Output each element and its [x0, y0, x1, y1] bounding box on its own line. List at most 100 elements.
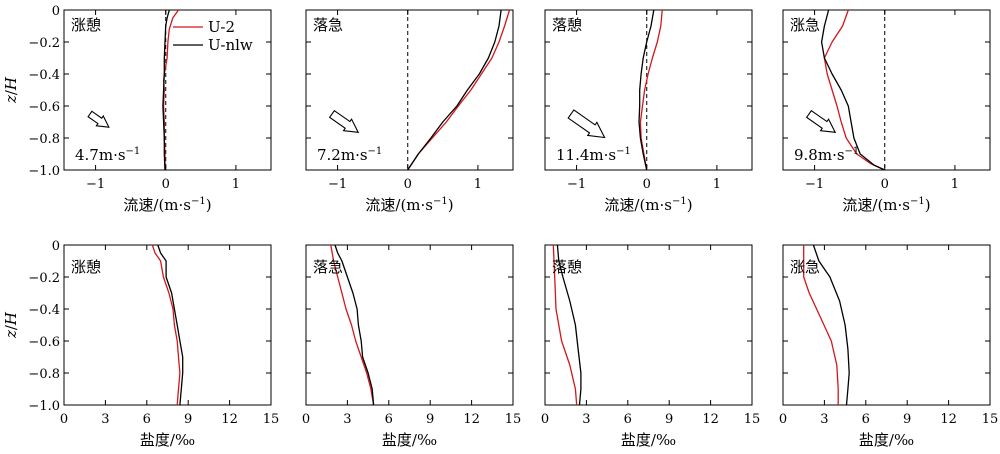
wind-arrow-shape [328, 109, 360, 134]
y-tick-label: −1.0 [28, 399, 60, 414]
x-tick-label: 0 [162, 177, 170, 192]
wind-arrow-shape [87, 110, 110, 128]
x-tick-label: −1 [328, 177, 347, 192]
y-tick-label: −0.6 [28, 335, 60, 350]
panel-label: 涨憩 [71, 258, 101, 276]
x-tick-label: 9 [426, 412, 434, 427]
wind-speed-label: 4.7m·s−1 [75, 146, 140, 164]
wind-arrow-icon [87, 110, 110, 128]
x-tick-label: −1 [86, 177, 105, 192]
x-axis-label: 盐度/‰ [621, 431, 676, 449]
wind-arrow-icon [805, 109, 837, 134]
x-tick-label: 9 [903, 412, 911, 427]
x-tick-label: −1 [805, 177, 824, 192]
panel-label: 落急 [313, 16, 343, 34]
wind-speed-label: 7.2m·s−1 [317, 146, 382, 164]
y-tick-label: 0 [52, 239, 60, 254]
wind-speed-label: 11.4m·s−1 [556, 146, 631, 164]
x-tick-label: 3 [582, 412, 590, 427]
axes-frame [544, 9, 753, 171]
x-tick-label: 6 [624, 412, 632, 427]
series-line-u-nlw [157, 244, 184, 406]
x-tick-label: 12 [702, 412, 719, 427]
x-tick-label: 6 [862, 412, 870, 427]
legend-entry: U-2 [208, 18, 235, 36]
x-axis-label: 流速/(m·s−1) [365, 196, 453, 214]
series-line-u-nlw [820, 9, 885, 171]
wind-arrow-icon [328, 109, 360, 134]
x-tick-label: 15 [744, 412, 761, 427]
x-axis-label: 盐度/‰ [140, 431, 195, 449]
axes-frame [63, 244, 272, 406]
series-line-u-2 [823, 9, 885, 171]
x-tick-label: 0 [60, 412, 68, 427]
panel-label: 涨急 [790, 258, 820, 276]
axes-frame [782, 9, 991, 171]
panel-velocity-3: −1 0 1 落憩 11.4m·s−1 流速/(m·s−1) [544, 9, 753, 214]
panel-label: 落急 [313, 258, 343, 276]
series-line-u-nlw [407, 9, 502, 171]
x-axis-label: 流速/(m·s−1) [842, 196, 930, 214]
y-tick-label: 0 [52, 4, 60, 19]
series-line-u-2 [330, 244, 375, 406]
series-line-u-nlw [334, 244, 375, 406]
x-tick-label: 12 [221, 412, 238, 427]
x-tick-label: 1 [474, 177, 482, 192]
x-axis-label: 流速/(m·s−1) [604, 196, 692, 214]
x-tick-label: 3 [820, 412, 828, 427]
panel-label: 落憩 [552, 16, 582, 34]
x-tick-label: 3 [343, 412, 351, 427]
series-line-u-2 [407, 9, 511, 171]
x-tick-label: −1 [567, 177, 586, 192]
panel-velocity-4: −1 0 1 涨急 9.8m·s−1 流速/(m·s−1) [782, 9, 991, 214]
x-tick-label: 0 [643, 177, 651, 192]
panel-label: 落憩 [552, 258, 582, 276]
x-tick-label: 1 [232, 177, 240, 192]
x-tick-label: 12 [463, 412, 480, 427]
y-axis-label: z/H [2, 311, 20, 339]
y-tick-label: −0.8 [28, 367, 60, 382]
series-line-u-nlw [556, 244, 582, 406]
wind-arrow-shape [805, 109, 837, 134]
x-tick-label: 0 [779, 412, 787, 427]
x-axis-label: 流速/(m·s−1) [123, 196, 211, 214]
x-axis-label: 盐度/‰ [382, 431, 437, 449]
x-tick-label: 15 [982, 412, 999, 427]
series-line-u-2 [639, 9, 663, 171]
x-tick-label: 9 [665, 412, 673, 427]
wind-arrow-icon [567, 109, 606, 139]
y-tick-label: −0.2 [28, 271, 60, 286]
y-axis-label: z/H [2, 76, 20, 104]
x-tick-label: 3 [101, 412, 109, 427]
wind-speed-label: 9.8m·s−1 [794, 146, 859, 164]
axes-frame [305, 244, 514, 406]
series-line-u-nlw [162, 9, 170, 171]
x-tick-label: 1 [713, 177, 721, 192]
x-axis-label: 盐度/‰ [859, 431, 914, 449]
y-tick-label: −0.4 [28, 68, 60, 83]
x-tick-label: 0 [302, 412, 310, 427]
x-tick-label: 0 [541, 412, 549, 427]
y-tick-label: −0.4 [28, 303, 60, 318]
x-tick-label: 9 [184, 412, 192, 427]
y-tick-label: −0.8 [28, 132, 60, 147]
x-tick-label: 15 [263, 412, 280, 427]
series-line-u-2 [803, 245, 839, 405]
x-tick-label: 6 [385, 412, 393, 427]
panel-velocity-2: −1 0 1 落急 7.2m·s−1 流速/(m·s−1) [305, 9, 514, 214]
series-line-u-2 [552, 244, 578, 406]
y-tick-label: −0.6 [28, 100, 60, 115]
x-tick-label: 12 [940, 412, 957, 427]
y-tick-label: −0.2 [28, 36, 60, 51]
axes-frame [544, 244, 753, 406]
wind-arrow-shape [567, 109, 606, 139]
y-tick-label: −1.0 [28, 164, 60, 179]
panel-label: 涨憩 [71, 16, 101, 34]
series-line-u-2 [151, 244, 181, 406]
x-tick-label: 0 [404, 177, 412, 192]
